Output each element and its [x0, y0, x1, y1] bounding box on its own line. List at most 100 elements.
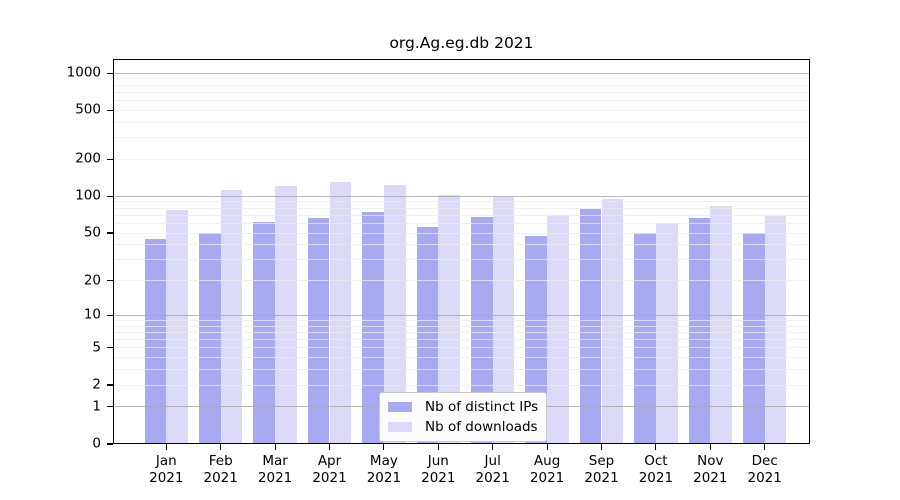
y-tick-label-2: 2: [92, 376, 101, 393]
y-tick-label-100: 100: [75, 187, 101, 204]
x-tick-label-line: 2021: [366, 469, 402, 486]
x-tick-label-line: 2021: [312, 469, 347, 486]
x-tick-mark-jan: [165, 444, 167, 450]
x-tick-label-line: 2021: [421, 469, 456, 486]
bar-downloads-dec: [764, 216, 787, 444]
y-tick-mark-2: [107, 384, 113, 386]
bar-downloads-feb: [220, 189, 243, 444]
x-tick-label-aug: Aug 2021: [512, 453, 582, 487]
y-tick-label-0: 0: [92, 435, 101, 452]
y-tick-mark-20: [107, 280, 113, 282]
x-tick-mark-oct: [655, 444, 657, 450]
x-tick-label-line: Aug: [533, 453, 561, 469]
grid-minor-800: [113, 84, 810, 86]
x-tick-label-sep: Sep 2021: [567, 453, 637, 487]
grid-minor-500: [113, 109, 810, 111]
bar-distinct-ips-nov: [688, 218, 711, 444]
grid-minor-400: [113, 121, 810, 123]
bar-distinct-ips-feb: [198, 233, 221, 444]
x-tick-mark-mar: [274, 444, 276, 450]
legend-swatch-downloads: [388, 422, 412, 432]
x-tick-mark-nov: [709, 444, 711, 450]
legend-item-downloads: Nb of downloads: [388, 419, 538, 435]
grid-minor-200: [113, 158, 810, 160]
grid-major-100: [113, 195, 810, 197]
y-tick-mark-5: [107, 347, 113, 349]
y-tick-label-50: 50: [83, 224, 101, 241]
legend-swatch-distinct-ips: [388, 402, 412, 412]
x-tick-label-line: 2021: [149, 469, 184, 486]
bar-distinct-ips-oct: [634, 233, 656, 444]
x-tick-label-line: 2021: [638, 469, 674, 486]
x-tick-label-line: Oct: [644, 453, 668, 469]
grid-minor-70: [113, 214, 810, 216]
x-tick-label-feb: Feb 2021: [186, 453, 256, 487]
grid-minor-600: [113, 100, 810, 102]
y-tick-mark-100: [107, 195, 113, 197]
x-tick-mark-jun: [437, 444, 439, 450]
bar-distinct-ips-may: [362, 211, 384, 444]
y-tick-label-1000: 1000: [66, 64, 101, 81]
bar-distinct-ips-apr: [307, 217, 330, 444]
chart-title: org.Ag.eg.db 2021: [389, 34, 534, 52]
grid-major-1000: [113, 72, 810, 74]
x-tick-label-dec: Dec 2021: [730, 453, 800, 487]
x-tick-mark-aug: [546, 444, 548, 450]
bar-downloads-aug: [547, 214, 569, 444]
grid-minor-9: [113, 319, 810, 321]
x-tick-label-line: Feb: [208, 453, 233, 469]
x-tick-mark-dec: [764, 444, 766, 450]
bar-downloads-oct: [655, 222, 678, 444]
y-tick-label-1: 1: [92, 398, 101, 415]
y-tick-label-500: 500: [75, 101, 101, 118]
x-tick-label-line: Sep: [588, 453, 615, 469]
legend: Nb of distinct IPs Nb of downloads: [379, 392, 547, 442]
grid-minor-40: [113, 244, 810, 246]
grid-minor-300: [113, 137, 810, 139]
bar-distinct-ips-dec: [742, 233, 765, 444]
x-tick-mark-feb: [220, 444, 222, 450]
x-tick-mark-sep: [600, 444, 603, 450]
x-tick-label-jul: Jul 2021: [458, 453, 528, 487]
x-tick-label-oct: Oct 2021: [621, 453, 691, 487]
grid-minor-7: [113, 331, 810, 333]
y-tick-mark-0: [107, 443, 113, 445]
x-tick-label-line: May: [369, 453, 398, 469]
x-tick-label-jan: Jan 2021: [131, 453, 201, 487]
x-tick-label-line: 2021: [257, 469, 293, 486]
x-tick-mark-may: [383, 444, 385, 450]
legend-label-downloads: Nb of downloads: [425, 419, 538, 435]
bar-downloads-may: [383, 184, 406, 444]
bar-downloads-sep: [601, 199, 624, 444]
bar-downloads-nov: [710, 205, 733, 444]
grid-minor-80: [113, 207, 810, 209]
y-tick-mark-50: [107, 232, 113, 234]
y-tick-mark-1000: [107, 72, 113, 74]
x-tick-label-line: Apr: [317, 453, 342, 469]
x-tick-label-nov: Nov 2021: [675, 453, 745, 487]
x-tick-label-line: 2021: [203, 469, 238, 486]
y-tick-mark-1: [107, 406, 113, 408]
y-tick-label-5: 5: [92, 339, 101, 356]
x-tick-label-line: Mar: [262, 453, 288, 469]
x-tick-label-line: 2021: [529, 469, 565, 486]
grid-minor-6: [113, 339, 810, 341]
plot-area: [113, 59, 810, 444]
grid-minor-20: [113, 280, 810, 282]
grid-major-10: [113, 314, 810, 316]
x-tick-label-may: May 2021: [349, 453, 419, 487]
y-tick-label-200: 200: [75, 150, 101, 167]
grid-minor-700: [113, 91, 810, 93]
x-tick-label-line: 2021: [693, 469, 728, 486]
grid-minor-5: [113, 347, 810, 349]
bar-distinct-ips-jan: [144, 238, 167, 444]
y-tick-mark-10: [107, 314, 113, 316]
grid-minor-60: [113, 222, 810, 224]
bar-downloads-apr: [329, 182, 352, 444]
grid-layer: [113, 59, 810, 444]
grid-minor-8: [113, 325, 810, 327]
x-tick-mark-jul: [492, 444, 494, 450]
x-tick-label-line: Jul: [484, 453, 501, 469]
x-tick-label-line: Nov: [697, 453, 724, 469]
